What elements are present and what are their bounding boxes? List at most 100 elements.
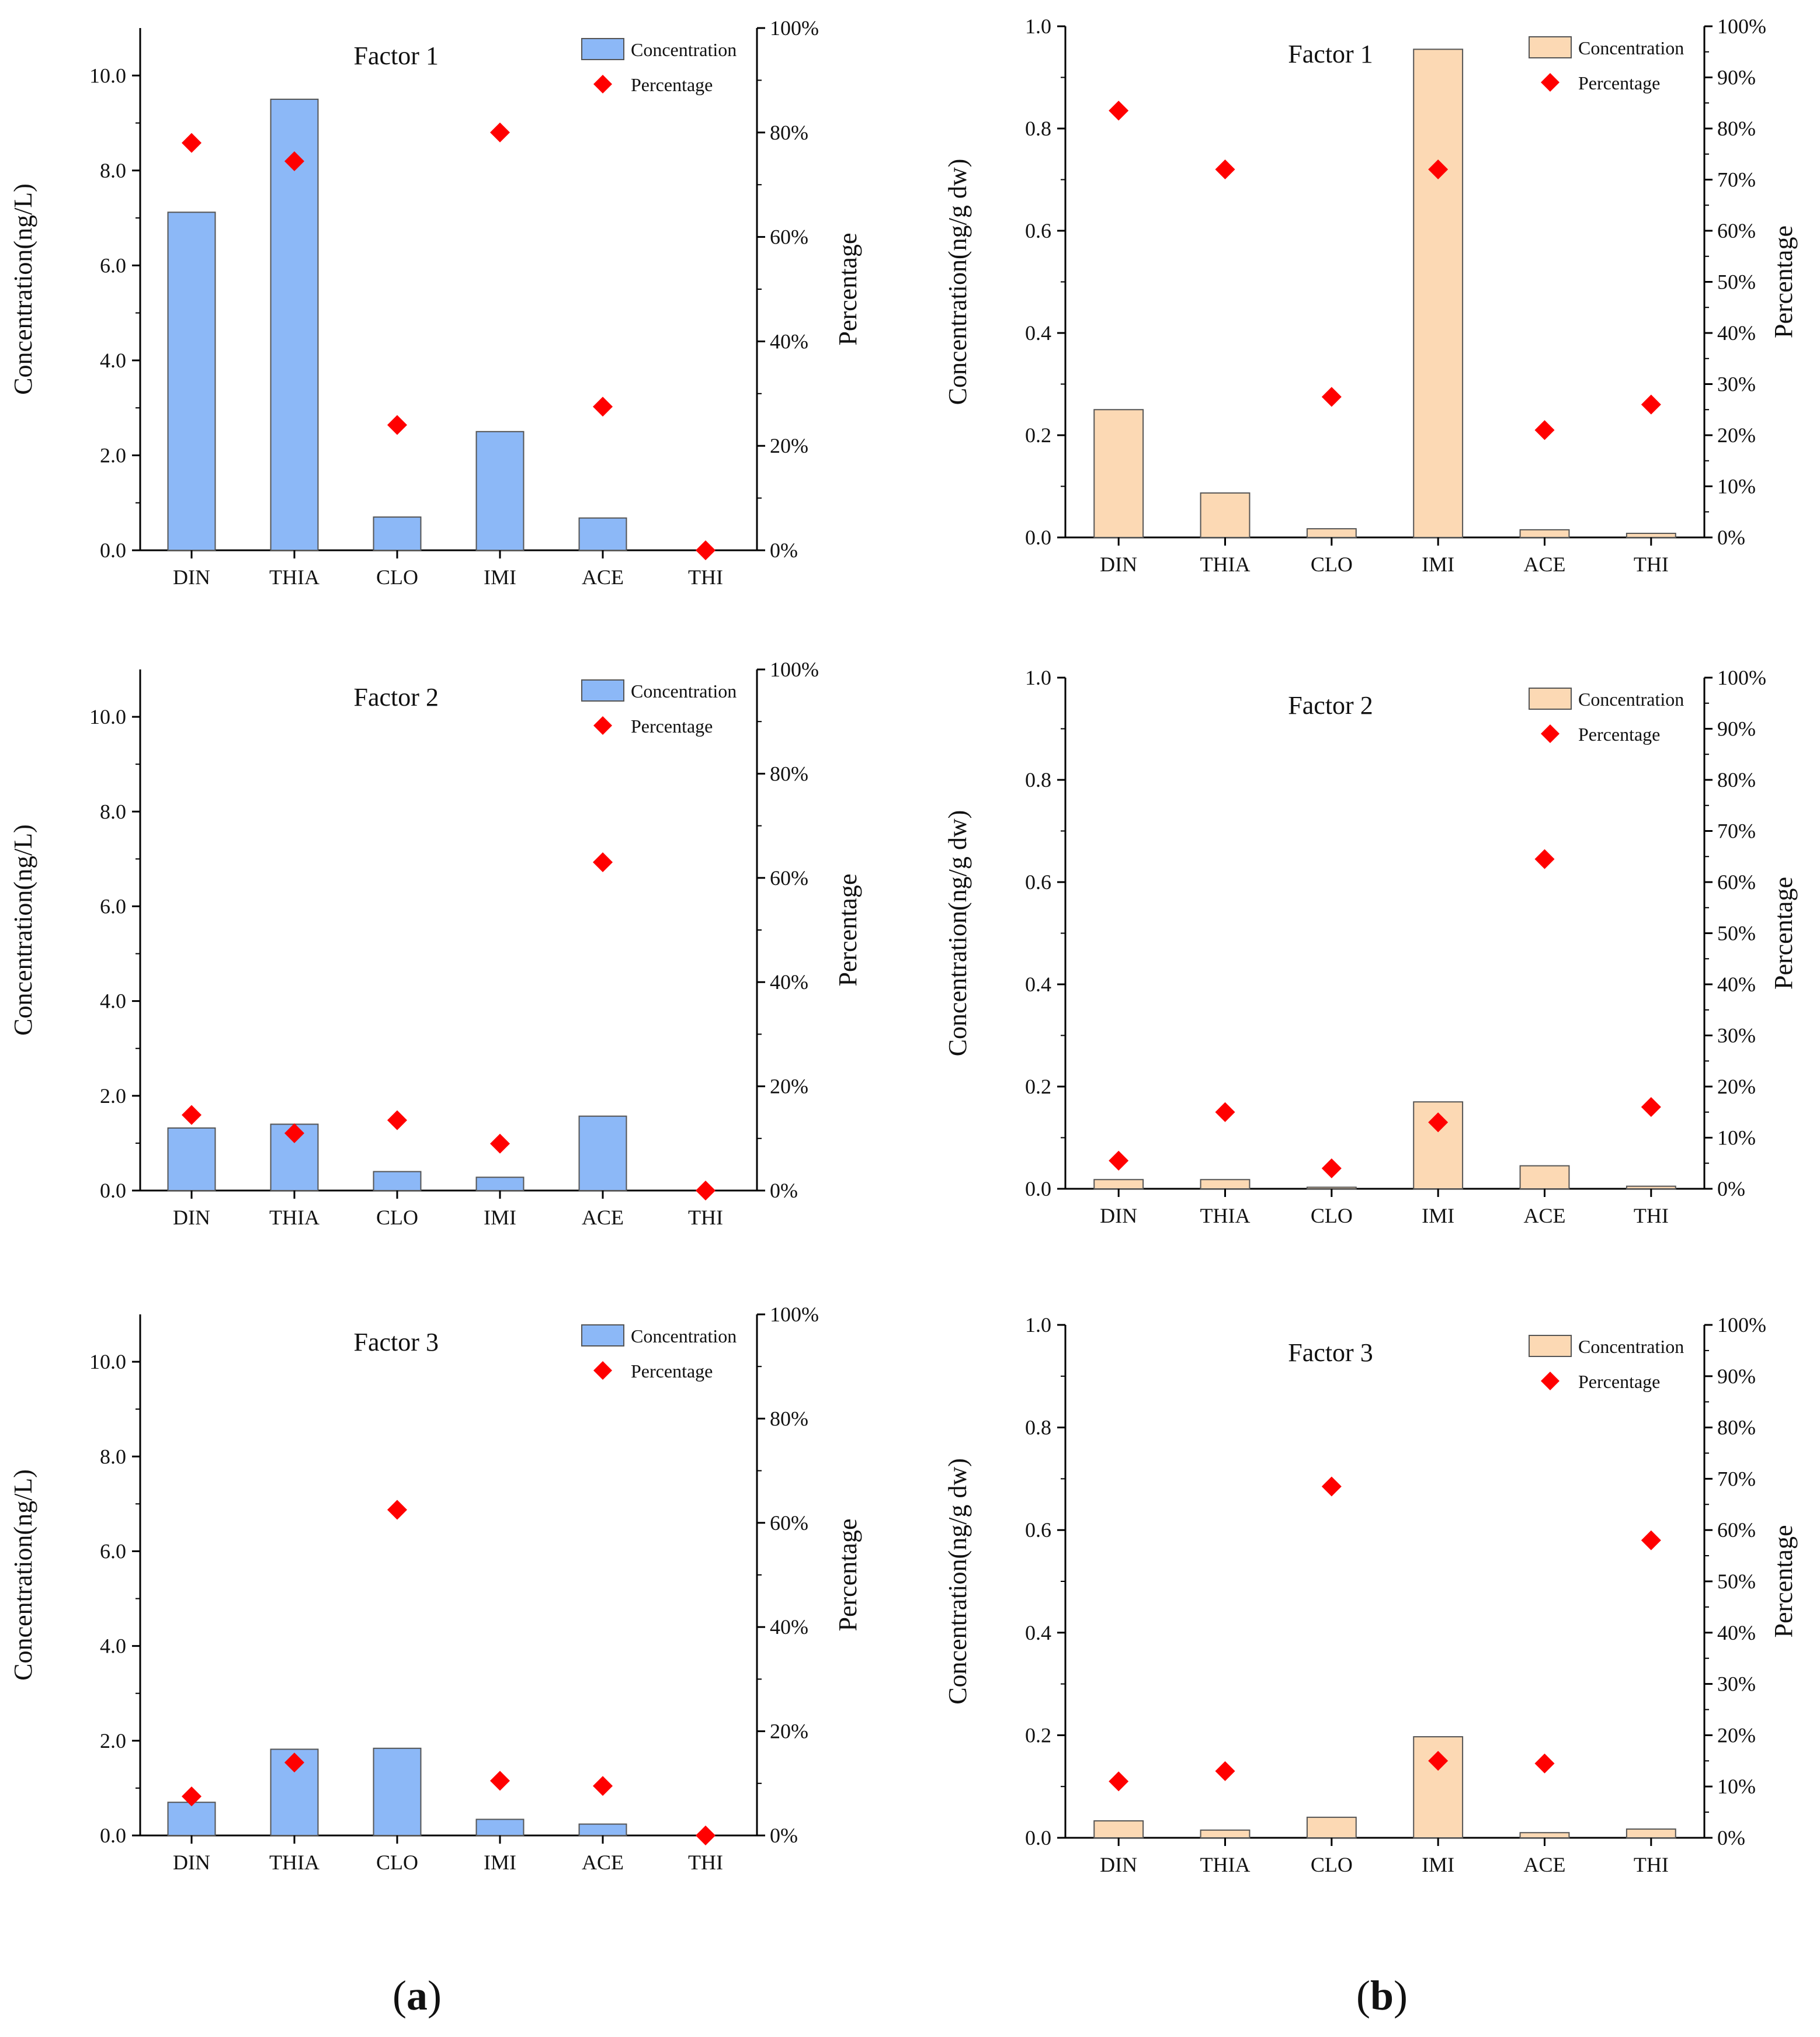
y2-tick-label: 20%	[1717, 424, 1756, 447]
y2-tick-label: 50%	[1717, 270, 1756, 294]
legend-label-percentage: Percentage	[631, 1361, 713, 1382]
y-tick-label: 1.0	[1025, 666, 1051, 689]
y-tick-label: 8.0	[100, 1445, 126, 1468]
percentage-marker-din	[182, 133, 202, 153]
chart-factor-panel-a-3: 0.0 2.0 4.0 6.0 8.0 10.0 0% 20% 40% 60% 80% 100% DIN…	[9, 1303, 862, 1874]
x-tick-label-ace: ACE	[1524, 1853, 1566, 1876]
y2-tick-label: 90%	[1717, 1365, 1756, 1388]
x-tick-label-din: DIN	[1100, 1204, 1137, 1227]
y2-tick-label: 90%	[1717, 717, 1756, 741]
panel-label-b-close: )	[1394, 1972, 1408, 2019]
percentage-marker-ace	[1534, 420, 1555, 440]
y2-tick-label: 80%	[770, 762, 808, 785]
bar-din	[167, 1127, 216, 1191]
y2-tick-label: 40%	[1717, 1621, 1756, 1644]
y2-tick-label: 10%	[1717, 1775, 1756, 1798]
y-axis-title: Concentration(ng/g dw)	[943, 159, 972, 405]
y-tick-label: 2.0	[100, 443, 126, 467]
bar-imi	[475, 1819, 525, 1837]
chart-factor-panel-b-1: 0.0 0.2 0.4 0.6 0.8 1.0 0% 10% 20% 30% 40% 50% 60% 70…	[943, 15, 1798, 576]
percentage-marker-thi	[696, 540, 716, 560]
chart-factor-panel-a-2: 0.0 2.0 4.0 6.0 8.0 10.0 0% 20% 40% 60% 80% 100% DIN…	[9, 658, 862, 1229]
y2-tick-label: 10%	[1717, 475, 1756, 498]
y-axis-title: Concentration(ng/g dw)	[943, 1458, 972, 1705]
y2-tick-label: 0%	[770, 539, 798, 562]
panel-label-a-letter: a	[407, 1972, 428, 2019]
chart-title: Factor 1	[354, 41, 439, 70]
y2-tick-label: 80%	[1717, 117, 1756, 140]
y-tick-label: 2.0	[100, 1084, 126, 1108]
percentage-marker-clo	[1321, 1476, 1342, 1497]
legend-swatch-percentage	[1541, 1372, 1559, 1390]
y2-tick-label: 20%	[770, 434, 808, 457]
y2-axis-title: Percentage	[833, 874, 862, 987]
y2-tick-label: 20%	[770, 1075, 808, 1098]
chart-title: Factor 1	[1288, 40, 1373, 68]
panel-label-a: (a)	[393, 1972, 442, 2019]
percentage-marker-thi	[1641, 1097, 1661, 1117]
y-tick-label: 0.0	[1025, 1177, 1051, 1200]
legend-swatch-percentage	[593, 75, 612, 93]
bar-din	[167, 1802, 216, 1836]
bar-thi	[1626, 533, 1676, 538]
y-tick-label: 0.4	[1025, 973, 1051, 996]
x-tick-label-ace: ACE	[1524, 1204, 1566, 1227]
legend-label-percentage: Percentage	[1578, 1371, 1660, 1392]
bar-din	[1093, 409, 1144, 538]
x-tick-label-imi: IMI	[1422, 1853, 1454, 1876]
y-tick-label: 0.0	[100, 1824, 126, 1847]
x-tick-label-ace: ACE	[582, 1206, 624, 1229]
y-tick-label: 0.0	[1025, 526, 1051, 549]
percentage-marker-clo	[1321, 387, 1342, 407]
percentage-marker-imi	[490, 1771, 510, 1791]
x-tick-label-thia: THIA	[269, 1851, 319, 1874]
y2-tick-label: 40%	[770, 970, 808, 994]
y-tick-label: 0.0	[1025, 1826, 1051, 1849]
y2-tick-label: 60%	[1717, 870, 1756, 894]
percentage-marker-din	[182, 1105, 202, 1125]
legend-swatch-concentration	[1529, 1335, 1572, 1357]
percentage-marker-thi	[696, 1181, 716, 1200]
x-tick-label-din: DIN	[1100, 553, 1137, 576]
y-axis-title: Concentration(ng/L)	[9, 824, 37, 1036]
percentage-marker-thi	[1641, 394, 1661, 415]
y2-tick-label: 0%	[1717, 526, 1745, 549]
y2-tick-label: 40%	[1717, 973, 1756, 996]
legend-swatch-concentration	[1529, 688, 1572, 710]
y2-tick-label: 10%	[1717, 1126, 1756, 1150]
y-tick-label: 0.0	[100, 1179, 126, 1202]
x-tick-label-clo: CLO	[376, 1851, 418, 1874]
percentage-marker-clo	[387, 1110, 407, 1130]
y-axis-title: Concentration(ng/L)	[9, 183, 37, 395]
y-tick-label: 0.6	[1025, 1518, 1051, 1542]
y2-tick-label: 80%	[770, 121, 808, 144]
x-tick-label-ace: ACE	[1524, 553, 1566, 576]
y2-tick-label: 60%	[1717, 219, 1756, 242]
chart-title: Factor 3	[1288, 1338, 1373, 1367]
y-tick-label: 4.0	[100, 990, 126, 1013]
bar-thi	[1626, 1828, 1676, 1838]
y2-tick-label: 100%	[1717, 1313, 1766, 1337]
percentage-marker-imi	[490, 1133, 510, 1154]
y-tick-label: 6.0	[100, 894, 126, 918]
x-tick-label-din: DIN	[1100, 1853, 1137, 1876]
y2-tick-label: 100%	[770, 658, 819, 681]
percentage-marker-clo	[387, 415, 407, 435]
y-tick-label: 0.8	[1025, 117, 1051, 140]
bar-clo	[1306, 528, 1357, 538]
y2-tick-label: 80%	[1717, 768, 1756, 792]
y2-tick-label: 80%	[770, 1407, 808, 1430]
y-tick-label: 0.0	[100, 539, 126, 562]
y2-tick-label: 60%	[1717, 1518, 1756, 1542]
percentage-marker-thi	[696, 1826, 716, 1845]
percentage-marker-din	[1109, 1771, 1129, 1792]
bar-imi	[475, 431, 525, 551]
bar-clo	[373, 1747, 422, 1836]
y-tick-label: 0.4	[1025, 321, 1051, 345]
chart-title: Factor 3	[354, 1328, 439, 1356]
percentage-marker-imi	[490, 122, 510, 143]
panel-label-a-open: (	[393, 1972, 407, 2019]
x-tick-label-ace: ACE	[582, 565, 624, 589]
bar-clo	[1306, 1816, 1357, 1838]
